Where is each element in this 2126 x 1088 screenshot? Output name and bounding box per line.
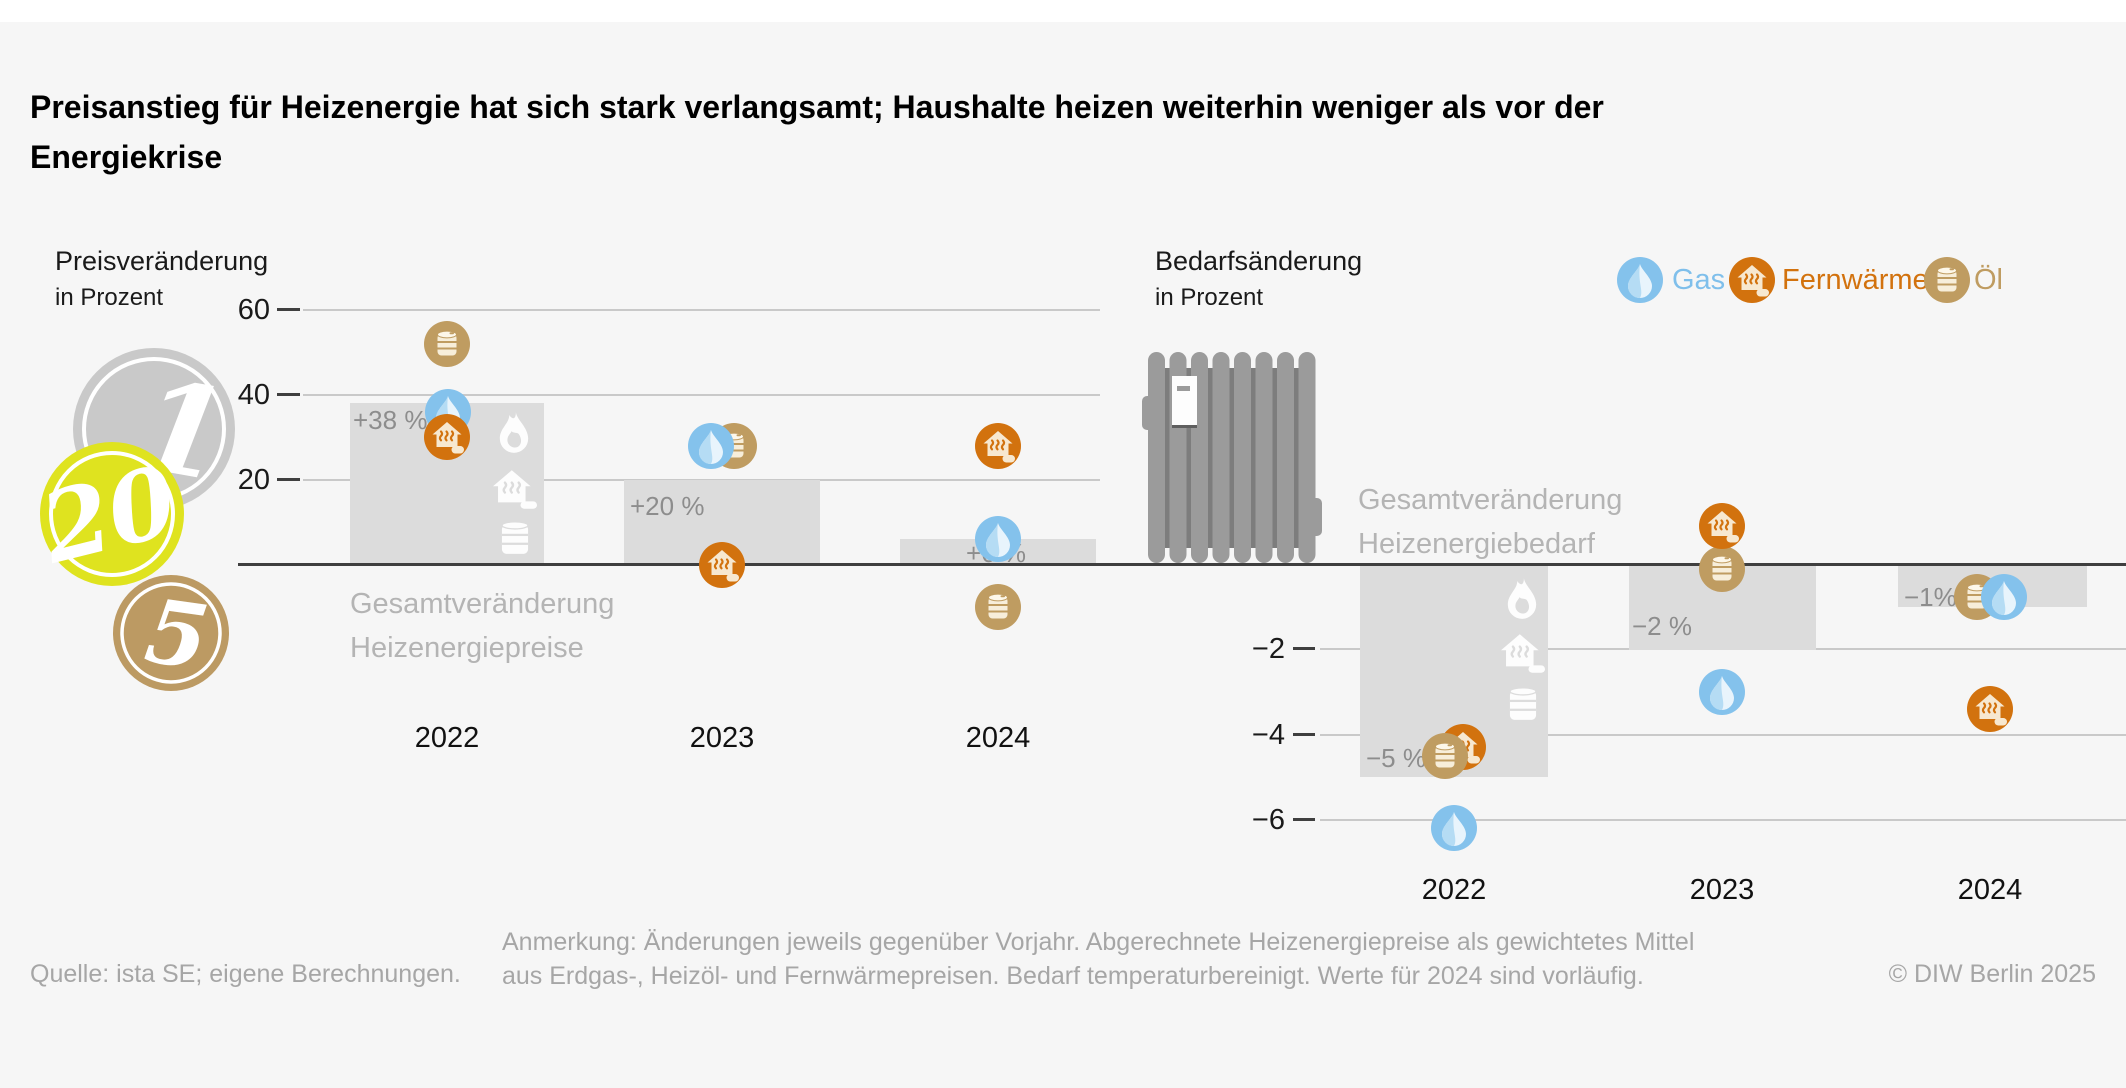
- y-gridline-40: [303, 394, 1100, 396]
- fernwaerme-point-icon: [1967, 686, 2013, 732]
- x-axis-label-year: 2022: [1421, 874, 1487, 906]
- bar-value-label: +38 %: [353, 405, 428, 435]
- bar-value-label: −1%: [1904, 582, 1957, 612]
- thermostat: [1172, 376, 1197, 428]
- x-axis-label-year: 2023: [1689, 874, 1755, 906]
- x-axis-label-year: 2024: [1957, 874, 2023, 906]
- page-title-line1: Preisanstieg für Heizenergie hat sich st…: [30, 89, 1604, 125]
- left-chart-title: Preisveränderung: [55, 246, 269, 276]
- y-tick-label: 20: [237, 464, 270, 496]
- top-white-strip: [0, 0, 2126, 22]
- bar-value-label: −2 %: [1632, 611, 1692, 641]
- legend-label-gas: Gas: [1672, 264, 1726, 296]
- y-gridline-neg6: [1320, 819, 2126, 821]
- y-tick-60: [277, 308, 300, 311]
- right-chart-title: Bedarfsänderung: [1155, 246, 1363, 276]
- page-title: Preisanstieg für Heizenergie hat sich st…: [30, 82, 1604, 182]
- oel-point-icon: [1422, 733, 1468, 779]
- y-gridline-60: [303, 309, 1100, 311]
- footer-copyright: © DIW Berlin 2025: [1888, 960, 2096, 988]
- flame-icon-white: [497, 411, 531, 455]
- oil-barrel-icon-white: [501, 521, 529, 555]
- zero-baseline: [238, 563, 2126, 566]
- left-chart-subtitle: in Prozent: [55, 284, 164, 311]
- footer-note-line2: aus Erdgas-, Heizöl- und Fernwärmepreise…: [502, 962, 1644, 990]
- coin-5: 5: [113, 575, 229, 691]
- page-title-line2: Energiekrise: [30, 139, 223, 175]
- y-tick-neg4: [1293, 733, 1315, 736]
- y-tick-label: −6: [1251, 804, 1285, 836]
- flame-icon-white: [1505, 577, 1539, 621]
- heat-house-icon-white: [493, 470, 537, 509]
- svg-text:5: 5: [140, 578, 215, 690]
- y-tick-label: 40: [237, 379, 270, 411]
- coin-20: 20: [30, 442, 188, 586]
- y-tick-20: [277, 478, 300, 481]
- x-axis-label-year: 2024: [965, 722, 1031, 754]
- y-tick-label: −4: [1251, 719, 1285, 751]
- bar-value-label: +20 %: [630, 491, 705, 521]
- radiator-illustration: [1142, 352, 1322, 563]
- gas-point-icon: [975, 516, 1021, 562]
- gas-icon: [1617, 257, 1663, 303]
- right-chart-subtitle: in Prozent: [1155, 284, 1264, 311]
- oel-icon: [1924, 257, 1970, 303]
- oel-point-icon: [424, 321, 470, 367]
- y-tick-neg2: [1293, 647, 1315, 650]
- gas-point-icon: [1431, 805, 1477, 851]
- svg-text:20: 20: [30, 444, 188, 586]
- fernwaerme-point-icon: [975, 423, 1021, 469]
- y-gridline-neg4: [1320, 734, 2126, 736]
- annotation-prices: Gesamtveränderung Heizenergiepreise: [350, 588, 615, 664]
- oel-point-icon: [1699, 546, 1745, 592]
- fernwaerme-point-icon: [424, 414, 470, 460]
- bar-value-label: −5 %: [1366, 743, 1426, 773]
- annotation-demand: Gesamtveränderung Heizenergiebedarf: [1358, 484, 1623, 560]
- footer-note-line1: Anmerkung: Änderungen jeweils gegenüber …: [502, 928, 1695, 956]
- x-axis-label-year: 2022: [414, 722, 480, 754]
- oel-point-icon: [975, 584, 1021, 630]
- y-tick-label: 60: [237, 294, 270, 326]
- footer-source: Quelle: ista SE; eigene Berechnungen.: [30, 960, 461, 988]
- gas-point-icon: [1699, 669, 1745, 715]
- legend-label-oel: Öl: [1974, 264, 2003, 296]
- coins-illustration: 1 5 20: [30, 348, 238, 691]
- x-axis-label-year: 2023: [689, 722, 755, 754]
- y-tick-label: −2: [1251, 633, 1285, 665]
- fernwaerme-point-icon: [699, 542, 745, 588]
- fernwaerme-point-icon: [1699, 503, 1745, 549]
- gas-point-icon: [1981, 574, 2027, 620]
- y-tick-neg6: [1293, 818, 1315, 821]
- fernwaerme-icon: [1729, 257, 1775, 303]
- gas-point-icon: [688, 423, 734, 469]
- oil-barrel-icon-white: [1509, 687, 1537, 721]
- heat-house-icon-white: [1501, 634, 1545, 673]
- y-tick-40: [277, 393, 300, 396]
- legend-label-fernwaerme: Fernwärme: [1782, 264, 1929, 296]
